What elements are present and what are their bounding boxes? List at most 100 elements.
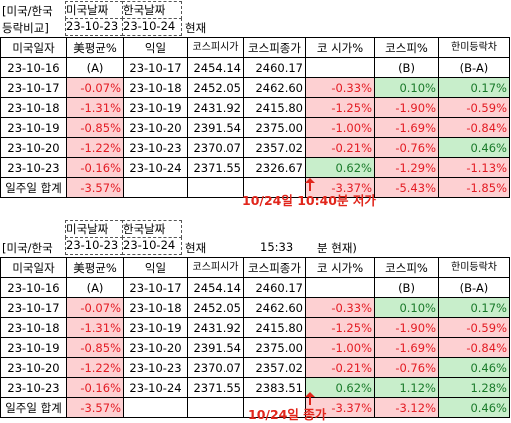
cell[interactable]: -1.31% [66,317,124,338]
cell[interactable]: 2454.14 [187,277,244,298]
cell[interactable] [123,397,188,418]
cell[interactable]: 0.46% [438,137,510,158]
cell[interactable]: 23-10-17 [0,297,67,318]
cell[interactable] [187,397,244,418]
header-open-pct[interactable]: 코 시가% [305,37,375,58]
cell[interactable]: 2460.17 [243,277,306,298]
cell[interactable] [305,277,375,298]
cell[interactable]: 2357.02 [243,357,306,378]
cell[interactable]: -1.69% [374,117,439,138]
header-kospi-open[interactable]: 코스피시가 [187,257,244,278]
cell[interactable]: -0.85% [66,337,124,358]
cell[interactable]: -0.07% [66,297,124,318]
cell[interactable]: 23-10-16 [0,277,67,298]
header-kospi-close[interactable]: 코스피종가 [243,37,306,58]
cell[interactable]: 0.46% [438,397,510,418]
cell[interactable]: -1.29% [374,157,439,178]
cell[interactable]: 0.10% [374,77,439,98]
cell[interactable]: 2454.14 [187,57,244,78]
cell[interactable]: 23-10-23 [123,137,188,158]
cell[interactable]: 2370.07 [187,137,244,158]
header-diff[interactable]: 한미등락차 [438,257,510,278]
total-label[interactable]: 일주일 합계 [0,177,67,198]
cell[interactable]: -1.69% [374,337,439,358]
cell[interactable]: 2370.07 [187,357,244,378]
cell[interactable]: 23-10-18 [123,297,188,318]
cell[interactable]: 2462.60 [243,297,306,318]
cell[interactable]: 23-10-19 [0,337,67,358]
cell[interactable]: 2462.60 [243,77,306,98]
cell[interactable]: 2460.17 [243,57,306,78]
header-kospi-open[interactable]: 코스피시가 [187,37,244,58]
cell[interactable]: -1.25% [305,317,375,338]
cell[interactable]: 2371.55 [187,157,244,178]
cell[interactable]: -0.59% [438,97,510,118]
cell[interactable]: 23-10-17 [0,77,67,98]
cell[interactable]: 23-10-18 [123,77,188,98]
header-us-date[interactable]: 미국일자 [0,257,67,278]
cell[interactable]: 23-10-18 [0,317,67,338]
cell[interactable]: (B) [374,57,439,78]
cell[interactable]: -1.22% [66,357,124,378]
cell[interactable]: 2357.02 [243,137,306,158]
cell[interactable] [305,57,375,78]
cell[interactable]: 1.12% [374,377,439,398]
cell[interactable]: 23-10-16 [0,57,67,78]
cell[interactable]: (B-A) [438,57,510,78]
cell[interactable]: 2431.92 [187,97,244,118]
cell[interactable]: 0.10% [374,297,439,318]
cell[interactable]: -0.84% [438,337,510,358]
cell[interactable]: -0.76% [374,357,439,378]
cell[interactable]: -1.22% [66,137,124,158]
header-kospi-close[interactable]: 코스피종가 [243,257,306,278]
cell[interactable]: -0.59% [438,317,510,338]
cell[interactable]: (A) [66,57,124,78]
header-next-day[interactable]: 익일 [123,37,188,58]
header-open-pct[interactable]: 코 시가% [305,257,375,278]
cell[interactable]: 2391.54 [187,337,244,358]
cell[interactable]: 23-10-23 [0,157,67,178]
cell[interactable]: (A) [66,277,124,298]
cell[interactable]: 2452.05 [187,77,244,98]
header-us-date[interactable]: 미국일자 [0,37,67,58]
cell[interactable]: 23-10-19 [0,117,67,138]
cell[interactable]: 23-10-23 [0,377,67,398]
header-us-avg[interactable]: 美평균% [66,37,124,58]
total-label[interactable]: 일주일 합계 [0,397,67,418]
cell[interactable]: -1.13% [438,157,510,178]
cell[interactable]: -1.00% [305,117,375,138]
cell[interactable]: -1.31% [66,97,124,118]
cell[interactable]: -1.00% [305,337,375,358]
cell[interactable]: -1.25% [305,97,375,118]
cell[interactable]: 2375.00 [243,337,306,358]
cell[interactable]: 23-10-20 [0,137,67,158]
cell[interactable]: -0.76% [374,137,439,158]
cell[interactable]: -0.21% [305,357,375,378]
cell[interactable]: -0.16% [66,157,124,178]
cell[interactable]: 2431.92 [187,317,244,338]
cell[interactable]: 2383.51 [243,377,306,398]
cell[interactable]: -0.33% [305,297,375,318]
cell[interactable]: -1.90% [374,97,439,118]
cell[interactable]: -3.57% [66,397,124,418]
cell[interactable]: -0.07% [66,77,124,98]
cell[interactable]: 23-10-23 [123,357,188,378]
cell[interactable]: -0.84% [438,117,510,138]
cell[interactable]: -3.57% [66,177,124,198]
cell[interactable]: 23-10-17 [123,57,188,78]
cell[interactable]: -0.16% [66,377,124,398]
header-us-avg[interactable]: 美평균% [66,257,124,278]
cell[interactable]: -3.12% [374,397,439,418]
cell[interactable]: 2371.55 [187,377,244,398]
cell[interactable]: 0.17% [438,297,510,318]
cell[interactable]: 0.17% [438,77,510,98]
cell[interactable]: 23-10-20 [123,337,188,358]
cell[interactable]: 23-10-20 [0,357,67,378]
cell[interactable]: -0.33% [305,77,375,98]
cell[interactable] [123,177,188,198]
cell[interactable]: 2415.80 [243,97,306,118]
cell[interactable]: -1.85% [438,177,510,198]
cell[interactable]: 2452.05 [187,297,244,318]
cell[interactable]: 23-10-19 [123,317,188,338]
cell[interactable]: (B) [374,277,439,298]
